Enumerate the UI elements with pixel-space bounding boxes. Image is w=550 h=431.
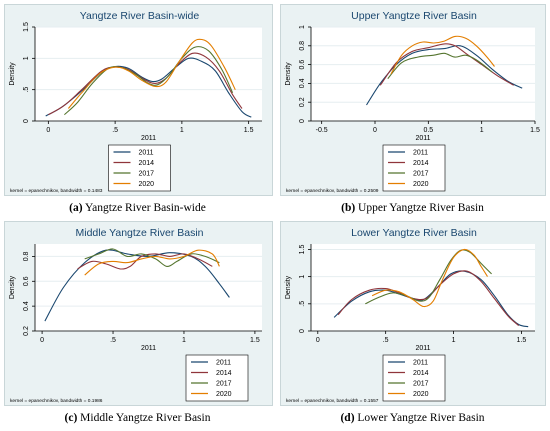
caption-c: (c) Middle Yangtze River Basin xyxy=(0,412,275,424)
caption-letter-d: (d) xyxy=(340,412,355,424)
x-tick-label: 1 xyxy=(180,127,184,134)
x-tick-label: 0 xyxy=(316,337,320,344)
plot-area xyxy=(311,244,535,331)
chart-panel-d: Lower Yangtze River Basin 0 .5 1 1.5 0 .5 1 1.5 2… xyxy=(280,221,546,406)
y-tick-label: 1.5 xyxy=(23,22,30,32)
x-tick-label: 0 xyxy=(373,127,377,134)
series-line-2020 xyxy=(67,38,236,109)
series-line-2014 xyxy=(48,52,243,116)
x-tick-label: 0 xyxy=(40,337,44,344)
legend-label: 2011 xyxy=(413,150,428,157)
caption-text-a: Yangtze River Basin-wide xyxy=(85,202,206,214)
series-line-2020 xyxy=(390,35,495,75)
kernel-note: kernel = epanechnikov, bandwidth = 0.198… xyxy=(10,398,103,404)
caption-d: (d) Lower Yangtze River Basin xyxy=(275,412,550,424)
y-axis-label: Density xyxy=(285,62,292,86)
x-axis-label: 2011 xyxy=(141,135,156,142)
x-tick-label: 1 xyxy=(182,337,186,344)
x-tick-label: -0.5 xyxy=(316,127,328,134)
y-tick-label: 1.5 xyxy=(299,244,306,254)
y-tick-label: 1 xyxy=(299,25,306,29)
legend-label: 2011 xyxy=(413,360,428,367)
x-tick-label: 1.5 xyxy=(250,337,260,344)
caption-text-c: Middle Yangtze River Basin xyxy=(80,412,211,424)
legend-label: 2017 xyxy=(413,381,429,388)
y-tick-label: 1 xyxy=(299,275,306,279)
chart-title: Lower Yangtze River Basin xyxy=(351,227,477,239)
y-tick-label: 0 xyxy=(299,329,306,333)
y-tick-label: 0 xyxy=(23,119,30,123)
x-tick-label: 1.5 xyxy=(530,127,540,134)
caption-a: (a) Yangtze River Basin-wide xyxy=(0,202,275,214)
chart-svg-d: Lower Yangtze River Basin 0 .5 1 1.5 0 .5 1 1.5 2… xyxy=(285,227,535,404)
y-tick-label: 0 xyxy=(299,119,306,123)
chart-title: Yangtze River Basin-wide xyxy=(80,10,200,22)
x-axis-label: 2011 xyxy=(415,345,430,352)
x-tick-label: .5 xyxy=(110,337,116,344)
legend-label: 2020 xyxy=(216,391,232,398)
chart-svg-c: Middle Yangtze River Basin 0.2 0.4 0.6 0.8 0.… xyxy=(9,227,262,404)
legend-label: 2011 xyxy=(216,360,231,367)
series-line-2020 xyxy=(84,249,220,276)
x-tick-label: .5 xyxy=(112,127,118,134)
series-line-2017 xyxy=(64,46,234,116)
y-tick-label: 0.2 xyxy=(299,97,306,107)
kernel-note: kernel = epanechnikov, bandwidth = 0.148… xyxy=(10,188,103,194)
x-axis-label: 2011 xyxy=(415,135,430,142)
caption-text-d: Lower Yangtze River Basin xyxy=(357,412,485,424)
legend-label: 2017 xyxy=(139,171,155,178)
legend-label: 2014 xyxy=(216,370,232,377)
x-tick-label: 1.5 xyxy=(244,127,254,134)
caption-text-b: Upper Yangtze River Basin xyxy=(358,202,484,214)
legend-label: 2020 xyxy=(139,181,155,188)
y-tick-label: .5 xyxy=(299,301,306,307)
x-tick-label: .5 xyxy=(383,337,389,344)
chart-title: Middle Yangtze River Basin xyxy=(75,227,203,239)
y-tick-label: 1 xyxy=(23,56,30,60)
chart-svg-b: Upper Yangtze River Basin 0 0.2 0.4 0.6 0.8 1 -… xyxy=(285,10,540,194)
series-line-2017 xyxy=(84,248,220,267)
x-tick-label: 1.5 xyxy=(517,337,527,344)
legend-label: 2011 xyxy=(139,150,154,157)
caption-letter-c: (c) xyxy=(64,412,78,424)
y-tick-label: 0.4 xyxy=(299,78,306,88)
chart-panel-c: Middle Yangtze River Basin 0.2 0.4 0.6 0.8 0.… xyxy=(4,221,273,406)
y-tick-label: 0.8 xyxy=(299,41,306,51)
y-axis-label: Density xyxy=(285,275,292,299)
kernel-note: kernel = epanechnikov, bandwidth = 0.250… xyxy=(286,188,379,194)
series-line-2017 xyxy=(365,249,492,305)
y-axis-label: Density xyxy=(9,62,16,86)
plot-area xyxy=(311,27,535,121)
caption-letter-a: (a) xyxy=(69,202,83,214)
chart-svg-a: Yangtze River Basin-wide 0 .5 1 1.5 0 .5 1 1.5 20… xyxy=(9,10,262,194)
legend-label: 2020 xyxy=(413,391,429,398)
y-tick-label: 0.6 xyxy=(23,276,30,286)
legend-label: 2017 xyxy=(216,381,232,388)
y-tick-label: 0.4 xyxy=(23,301,30,311)
legend-label: 2014 xyxy=(413,160,429,167)
series-line-2017 xyxy=(387,52,493,80)
x-tick-label: 1 xyxy=(452,337,456,344)
series-line-2020 xyxy=(371,248,488,308)
kernel-note: kernel = epanechnikov, bandwidth = 0.155… xyxy=(286,398,379,404)
x-axis-label: 2011 xyxy=(141,345,156,352)
y-axis-label: Density xyxy=(9,275,16,299)
y-tick-label: 0.2 xyxy=(23,326,30,336)
x-tick-label: 1 xyxy=(480,127,484,134)
caption-b: (b) Upper Yangtze River Basin xyxy=(275,202,550,214)
chart-title: Upper Yangtze River Basin xyxy=(351,10,477,22)
y-tick-label: 0.8 xyxy=(23,251,30,261)
legend-label: 2014 xyxy=(139,160,155,167)
y-tick-label: .5 xyxy=(23,87,30,93)
y-tick-label: 0.6 xyxy=(299,60,306,70)
x-tick-label: 0.5 xyxy=(423,127,433,134)
legend-label: 2017 xyxy=(413,171,429,178)
legend-label: 2014 xyxy=(413,370,429,377)
plot-area xyxy=(35,244,262,331)
legend-label: 2020 xyxy=(413,181,429,188)
caption-letter-b: (b) xyxy=(341,202,356,214)
x-tick-label: 0 xyxy=(46,127,50,134)
chart-panel-a: Yangtze River Basin-wide 0 .5 1 1.5 0 .5 1 1.5 20… xyxy=(4,4,273,196)
chart-panel-b: Upper Yangtze River Basin 0 0.2 0.4 0.6 0.8 1 -… xyxy=(280,4,546,196)
